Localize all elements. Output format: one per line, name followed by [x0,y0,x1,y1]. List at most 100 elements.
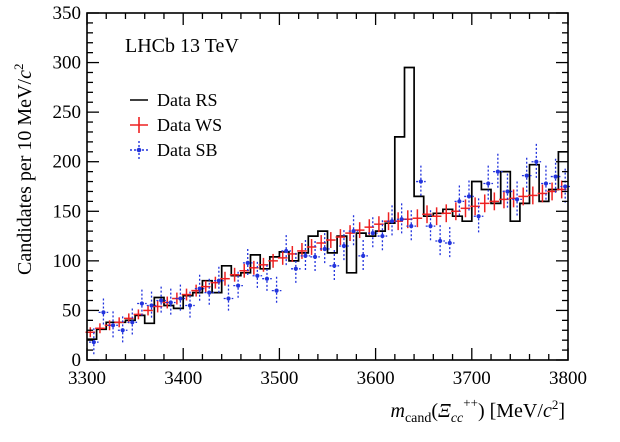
x-tick-label: 3300 [68,368,106,389]
point-marker [293,266,298,271]
x-tick-label: 3600 [357,368,395,389]
point-marker [543,181,549,186]
data-point-data-sb [521,157,532,194]
data-point-data-ws [181,288,192,301]
data-point-data-ws [441,204,452,223]
data-point-data-sb [329,249,340,282]
data-point-data-sb [137,289,147,318]
point-marker [351,229,356,234]
data-point-data-ws [537,184,548,203]
series-data-rs [87,66,568,341]
data-point-data-sb [98,298,109,327]
data-point-data-sb [146,291,157,320]
data-point-data-sb [194,274,205,303]
point-marker [476,214,481,219]
data-point-data-sb [483,165,494,202]
point-marker [312,254,318,259]
y-tick-label: 150 [53,201,82,222]
data-point-data-sb [242,248,253,277]
point-marker [178,296,183,301]
data-point-data-sb [339,230,349,262]
series-data-ws [85,180,567,338]
data-point-data-sb [377,220,388,252]
point-marker [409,224,414,229]
data-point-data-sb [406,210,417,243]
point-marker [110,323,116,328]
point-marker [486,181,491,186]
point-marker [495,169,500,174]
data-point-data-ws [152,300,163,313]
data-point-data-sb [175,284,186,313]
data-point-data-ws [95,323,105,334]
data-point-data-sb [233,271,243,300]
point-marker [197,286,202,291]
data-point-data-ws [229,267,240,282]
legend-item-ws: Data WS [130,115,222,135]
data-point-data-sb [541,165,551,202]
x-tick-label: 3800 [549,368,587,389]
point-marker [91,340,96,345]
legend-item-rs: Data RS [130,90,218,110]
data-point-data-sb [348,215,359,247]
point-marker [447,240,452,246]
data-point-data-ws [335,229,346,245]
y-tick-label: 50 [62,300,81,321]
point-marker [149,303,154,308]
data-point-data-sb [117,316,128,345]
y-tick-label: 250 [53,102,82,123]
data-point-data-ws [277,250,288,265]
point-marker [399,217,404,222]
data-point-data-sb [156,286,166,315]
data-point-data-ws [220,271,230,286]
point-marker [361,253,366,258]
data-point-data-sb [185,291,195,320]
point-marker [514,197,520,202]
y-tick-label: 100 [53,251,82,272]
data-point-data-sb [416,165,426,198]
point-marker [255,273,260,278]
point-marker [159,298,164,303]
data-point-data-sb [281,235,292,267]
point-marker [274,288,279,293]
data-point-data-sb [252,261,263,290]
y-tick-label: 350 [53,3,82,24]
data-point-data-sb [531,143,542,180]
point-marker [130,320,135,325]
data-point-data-sb [512,181,522,218]
data-point-data-sb [310,241,320,273]
data-point-data-ws [470,197,480,216]
legend-marker-sb-dot [136,147,142,153]
data-point-data-sb [271,276,282,305]
series-line-data-rs [87,66,568,341]
data-point-data-sb [127,308,138,337]
data-point-data-ws [460,199,471,218]
data-point-data-sb [396,203,407,236]
data-point-data-sb [300,240,311,272]
point-marker [389,219,395,224]
y-tick-labels: 0 50 100 150 200 250 300 350 [53,3,82,371]
point-marker [370,230,375,236]
point-marker [380,233,385,239]
point-marker [120,328,125,333]
x-tick-label: 3500 [260,368,298,389]
point-marker [264,276,270,281]
point-marker [524,173,529,178]
data-point-data-sb [108,311,118,340]
y-axis-title: Candidates per 10 MeV/c2 [11,64,36,275]
data-point-data-ws [422,205,432,224]
point-marker [466,194,472,199]
x-tick-label: 3700 [453,368,491,389]
legend: Data RS Data WS Data SB [130,90,222,160]
data-point-data-sb [464,180,474,213]
experiment-label: LHCb 13 TeV [125,35,239,57]
data-point-data-ws [489,192,500,211]
point-marker [245,260,250,265]
point-marker [332,263,337,268]
data-point-data-sb [550,158,561,195]
data-point-data-ws [518,187,529,206]
x-axis-title: mcand(Ξcc++) [MeV/c2] [390,395,565,426]
point-marker [207,290,212,295]
point-marker [101,310,106,315]
